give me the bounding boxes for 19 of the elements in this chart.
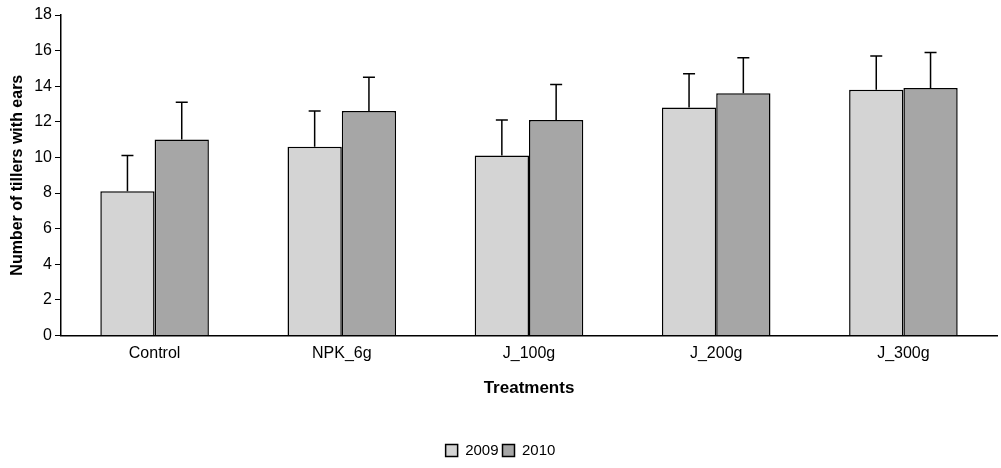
x-axis-title: Treatments	[483, 378, 575, 398]
y-tick-label: 8	[43, 183, 53, 201]
x-tick-label: J_200g	[689, 344, 743, 363]
y-tick-label: 2	[43, 290, 53, 308]
x-tick-label: J_100g	[502, 344, 556, 363]
y-tick-label: 12	[34, 112, 53, 130]
y-tick-label: 4	[43, 254, 53, 272]
legend-label: 2010	[522, 440, 556, 458]
y-tick-label: 14	[34, 76, 53, 94]
x-tick-label: NPK_6g	[312, 344, 372, 363]
x-tick-label: Control	[128, 344, 181, 362]
y-tick-label: 6	[43, 219, 53, 237]
y-tick-label: 18	[34, 5, 53, 23]
y-tick-label: 16	[34, 41, 53, 59]
legend-label: 2009	[465, 440, 499, 458]
y-tick-label: 10	[34, 147, 53, 165]
x-tick-label: J_300g	[877, 344, 930, 363]
y-tick-label: 0	[43, 325, 53, 343]
y-axis-title: Number of tillers with ears	[8, 74, 26, 276]
